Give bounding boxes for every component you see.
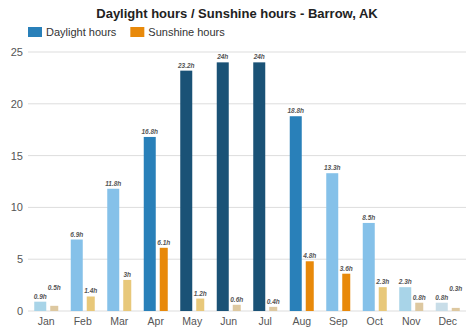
data-label: 1.4h [84, 287, 97, 294]
x-tick-label: Mar [110, 315, 129, 327]
x-tick-label: Dec [438, 315, 457, 327]
chart: Daylight hours / Sunshine hours - Barrow… [0, 0, 474, 331]
bar [160, 248, 168, 311]
x-tick-label: Aug [292, 315, 311, 327]
bar [379, 287, 387, 311]
data-label: 6.9h [70, 231, 83, 238]
grid-line [28, 259, 466, 260]
bar [196, 299, 204, 311]
x-tick-label: Jul [259, 315, 272, 327]
y-tick-label: 25 [11, 46, 23, 58]
bar [123, 280, 131, 311]
bar [253, 62, 265, 311]
bar [87, 296, 95, 311]
bar [399, 287, 411, 311]
data-label: 0.8h [413, 294, 426, 301]
x-tick-label: Nov [402, 315, 421, 327]
data-label: 3h [123, 271, 131, 278]
data-label: 1.2h [194, 290, 207, 297]
data-label: 0.4h [267, 298, 280, 305]
grid-line [28, 52, 466, 53]
data-label: 0.6h [230, 296, 243, 303]
bar [415, 303, 423, 311]
data-label: 2.3h [375, 278, 389, 285]
bar [306, 261, 314, 311]
y-tick-label: 10 [11, 201, 23, 213]
data-label: 16.8h [141, 128, 158, 135]
x-tick-label: Sep [329, 315, 348, 327]
data-label: 18.8h [287, 107, 304, 114]
data-label: 0.3h [449, 285, 462, 292]
bar [50, 306, 58, 311]
bar [452, 308, 460, 311]
data-label: 8.5h [362, 214, 375, 221]
y-tick-label: 0 [17, 305, 23, 317]
data-label: 3.6h [340, 265, 353, 272]
bar [34, 302, 46, 311]
data-labels: 0.9h 6.9h 11.8h 16.8h 23.2h 24h 24h 18.8h 13.3h 8… [34, 53, 463, 304]
x-tick-label: Apr [148, 315, 165, 327]
legend-label: Sunshine hours [148, 26, 225, 38]
data-label: 24h [253, 53, 265, 60]
grid-line [28, 103, 466, 104]
y-tick-label: 15 [11, 150, 23, 162]
legend-swatch [130, 27, 144, 37]
bar [180, 71, 192, 311]
data-label: 6.1h [157, 239, 170, 246]
bar [269, 307, 277, 311]
legend: Daylight hours Sunshine hours [28, 26, 225, 38]
bar [363, 223, 375, 311]
x-tick-label: Feb [74, 315, 92, 327]
bars [34, 62, 460, 311]
data-label: 4.8h [302, 252, 316, 259]
y-tick-label: 20 [11, 98, 23, 110]
title: Daylight hours / Sunshine hours - Barrow… [96, 6, 378, 21]
x-axis: Jan Feb Mar Apr May Jun Jul Aug Sep Oct Nov Dec [38, 315, 457, 327]
bar [436, 303, 448, 311]
data-label: 0.8h [435, 294, 448, 301]
data-label: 2.3h [398, 278, 412, 285]
bar [144, 137, 156, 311]
bar [107, 189, 119, 311]
x-tick-label: Oct [367, 315, 383, 327]
grid-line [28, 207, 466, 208]
y-axis: 0 5 10 15 20 25 [11, 46, 466, 317]
data-label: 0.5h [48, 284, 61, 291]
bar [326, 173, 338, 311]
x-tick-label: May [182, 315, 203, 327]
bar [290, 116, 302, 311]
y-tick-label: 5 [17, 253, 23, 265]
data-label: 11.8h [105, 180, 121, 187]
bar [71, 240, 83, 311]
legend-swatch [28, 27, 42, 37]
legend-label: Daylight hours [46, 26, 117, 38]
bar [233, 305, 241, 311]
x-tick-label: Jun [220, 315, 237, 327]
data-label: 13.3h [324, 164, 341, 171]
data-label: 24h [216, 53, 228, 60]
x-tick-label: Jan [38, 315, 55, 327]
bar [217, 62, 229, 311]
data-label: 23.2h [177, 62, 195, 69]
data-label: 0.9h [34, 293, 47, 300]
grid-line [28, 155, 466, 156]
bar [342, 274, 350, 311]
